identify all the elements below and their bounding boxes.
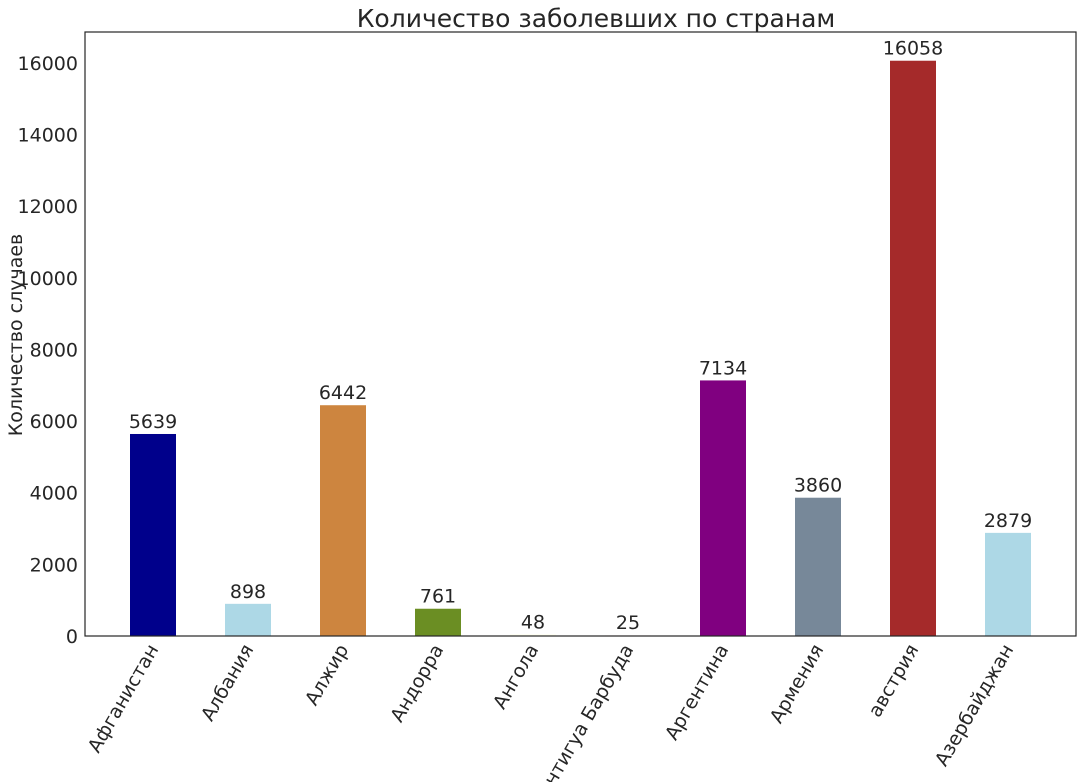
y-axis-ticks: 0 2000 4000 6000 8000 10000 12000 14000 16000 bbox=[18, 53, 78, 648]
y-axis-label: Количество случаев bbox=[5, 234, 27, 437]
bar-value-label: 6442 bbox=[319, 382, 367, 404]
bar-value-label: 898 bbox=[230, 581, 266, 603]
x-tick-label: Антигуа Барбуда bbox=[533, 641, 638, 782]
y-tick-label: 8000 bbox=[30, 339, 78, 361]
x-tick-label: Алжир bbox=[301, 641, 353, 710]
y-tick-label: 2000 bbox=[30, 554, 78, 576]
y-tick-label: 12000 bbox=[18, 196, 78, 218]
x-tick-label: Албания bbox=[197, 641, 258, 725]
bar-value-label: 3860 bbox=[794, 475, 842, 497]
bar-value-label: 48 bbox=[521, 611, 545, 633]
bar-value-label: 25 bbox=[616, 612, 640, 634]
bar-value-label: 2879 bbox=[984, 510, 1032, 532]
x-tick-label: Армения bbox=[766, 641, 829, 728]
bar bbox=[985, 532, 1031, 636]
bar bbox=[320, 405, 366, 636]
bar-value-label: 7134 bbox=[699, 357, 747, 379]
bar bbox=[415, 608, 461, 636]
x-tick-label: Азербайджан bbox=[931, 641, 1018, 771]
y-tick-label: 14000 bbox=[18, 124, 78, 146]
bar-value-label: 761 bbox=[420, 586, 456, 608]
bar bbox=[890, 60, 936, 636]
bar-value-labels: 5639 898 6442 761 48 25 7134 3860 16058 2879 bbox=[129, 38, 1032, 634]
bar bbox=[130, 433, 176, 636]
bar bbox=[510, 634, 556, 636]
y-tick-label: 0 bbox=[66, 626, 78, 648]
y-tick-label: 6000 bbox=[30, 411, 78, 433]
bar bbox=[700, 380, 746, 636]
y-tick-label: 16000 bbox=[18, 53, 78, 75]
y-tick-label: 4000 bbox=[30, 483, 78, 505]
x-tick-label: Ангола bbox=[489, 641, 543, 713]
bar-value-label: 5639 bbox=[129, 411, 177, 433]
chart-title: Количество заболевших по странам bbox=[357, 4, 836, 33]
x-tick-label: австрия bbox=[864, 641, 923, 721]
x-axis-ticks: Афганистан Албания Алжир Андорра АнголаАнтиг… bbox=[84, 641, 1019, 782]
x-tick-label: Андорра bbox=[386, 641, 448, 726]
y-tick-label: 10000 bbox=[18, 268, 78, 290]
bar bbox=[225, 603, 271, 636]
x-tick-label: Афганистан bbox=[84, 641, 164, 757]
bar bbox=[795, 497, 841, 636]
bar-value-label: 16058 bbox=[883, 38, 943, 60]
bars-group bbox=[130, 60, 1031, 636]
plot-frame bbox=[84, 31, 1077, 637]
x-tick-label: Аргентина bbox=[661, 641, 733, 744]
